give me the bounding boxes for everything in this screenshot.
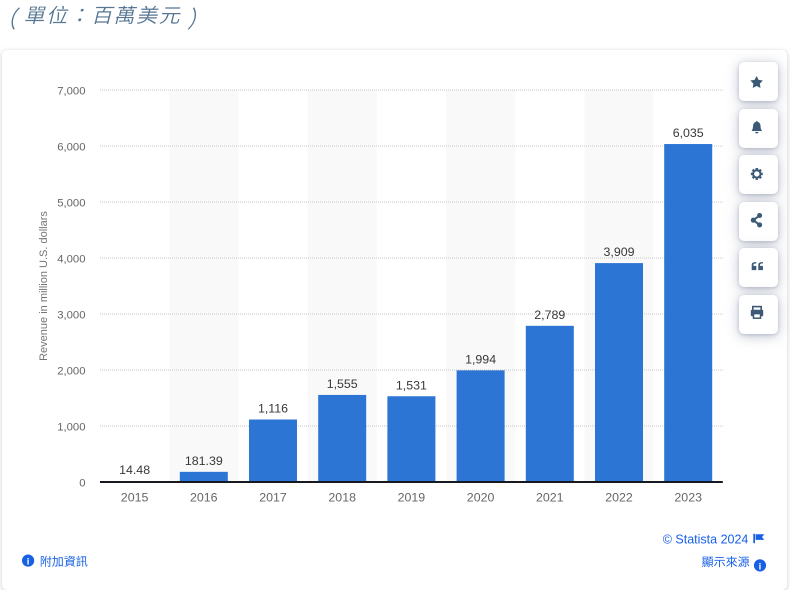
svg-text:1,555: 1,555: [327, 377, 358, 391]
svg-text:181.39: 181.39: [185, 454, 223, 468]
svg-text:3,000: 3,000: [57, 309, 85, 321]
svg-text:2,789: 2,789: [534, 308, 565, 322]
svg-text:7,000: 7,000: [57, 85, 85, 97]
svg-text:14.48: 14.48: [119, 463, 150, 477]
svg-text:2019: 2019: [398, 491, 426, 505]
svg-text:3,909: 3,909: [603, 245, 634, 259]
svg-text:1,116: 1,116: [258, 402, 288, 416]
svg-text:i: i: [27, 557, 30, 568]
svg-text:1,994: 1,994: [465, 352, 496, 366]
svg-text:2,000: 2,000: [57, 365, 85, 377]
svg-text:4,000: 4,000: [57, 253, 85, 265]
svg-text:6,035: 6,035: [673, 126, 704, 140]
svg-text:2021: 2021: [536, 491, 564, 505]
svg-text:2016: 2016: [190, 491, 218, 505]
svg-text:1,531: 1,531: [396, 378, 427, 392]
svg-text:2023: 2023: [674, 491, 702, 505]
svg-text:0: 0: [79, 477, 85, 489]
svg-text:2015: 2015: [121, 491, 149, 505]
svg-text:5,000: 5,000: [57, 197, 85, 209]
svg-text:2020: 2020: [467, 491, 495, 505]
svg-text:2022: 2022: [605, 491, 633, 505]
svg-text:© Statista 2024: © Statista 2024: [663, 532, 749, 546]
svg-text:6,000: 6,000: [57, 141, 85, 153]
svg-text:2017: 2017: [259, 491, 287, 505]
svg-text:1,000: 1,000: [57, 421, 85, 433]
svg-text:i: i: [759, 561, 762, 572]
svg-text:Revenue in million U.S. dollar: Revenue in million U.S. dollars: [38, 211, 50, 361]
svg-text:2018: 2018: [328, 491, 356, 505]
